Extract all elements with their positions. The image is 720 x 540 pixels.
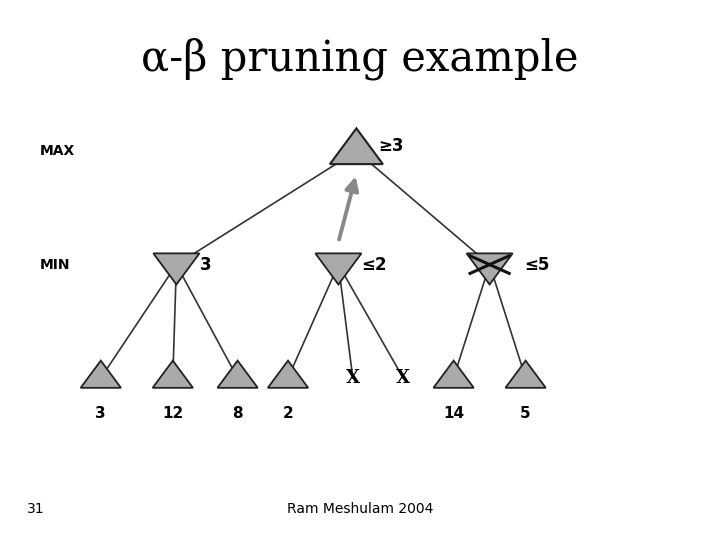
Text: Ram Meshulam 2004: Ram Meshulam 2004 bbox=[287, 502, 433, 516]
Text: 31: 31 bbox=[27, 502, 45, 516]
Text: α-β pruning example: α-β pruning example bbox=[141, 38, 579, 80]
Polygon shape bbox=[81, 361, 121, 388]
Text: 5: 5 bbox=[521, 406, 531, 421]
Polygon shape bbox=[268, 361, 308, 388]
Text: 12: 12 bbox=[162, 406, 184, 421]
Text: X: X bbox=[396, 369, 410, 387]
Polygon shape bbox=[153, 253, 199, 285]
Text: 3: 3 bbox=[199, 255, 211, 274]
Polygon shape bbox=[315, 253, 361, 285]
Text: ≤2: ≤2 bbox=[361, 255, 387, 274]
Polygon shape bbox=[505, 361, 546, 388]
Text: ≥3: ≥3 bbox=[378, 137, 403, 155]
Text: MIN: MIN bbox=[40, 258, 70, 272]
Text: 3: 3 bbox=[96, 406, 106, 421]
Text: 2: 2 bbox=[283, 406, 293, 421]
Text: MAX: MAX bbox=[40, 144, 75, 158]
Polygon shape bbox=[467, 253, 513, 285]
Polygon shape bbox=[433, 361, 474, 388]
Polygon shape bbox=[330, 129, 383, 164]
Text: 8: 8 bbox=[233, 406, 243, 421]
Polygon shape bbox=[153, 361, 193, 388]
Text: ≤5: ≤5 bbox=[524, 255, 549, 274]
Text: 14: 14 bbox=[443, 406, 464, 421]
Polygon shape bbox=[217, 361, 258, 388]
Text: X: X bbox=[346, 369, 360, 387]
